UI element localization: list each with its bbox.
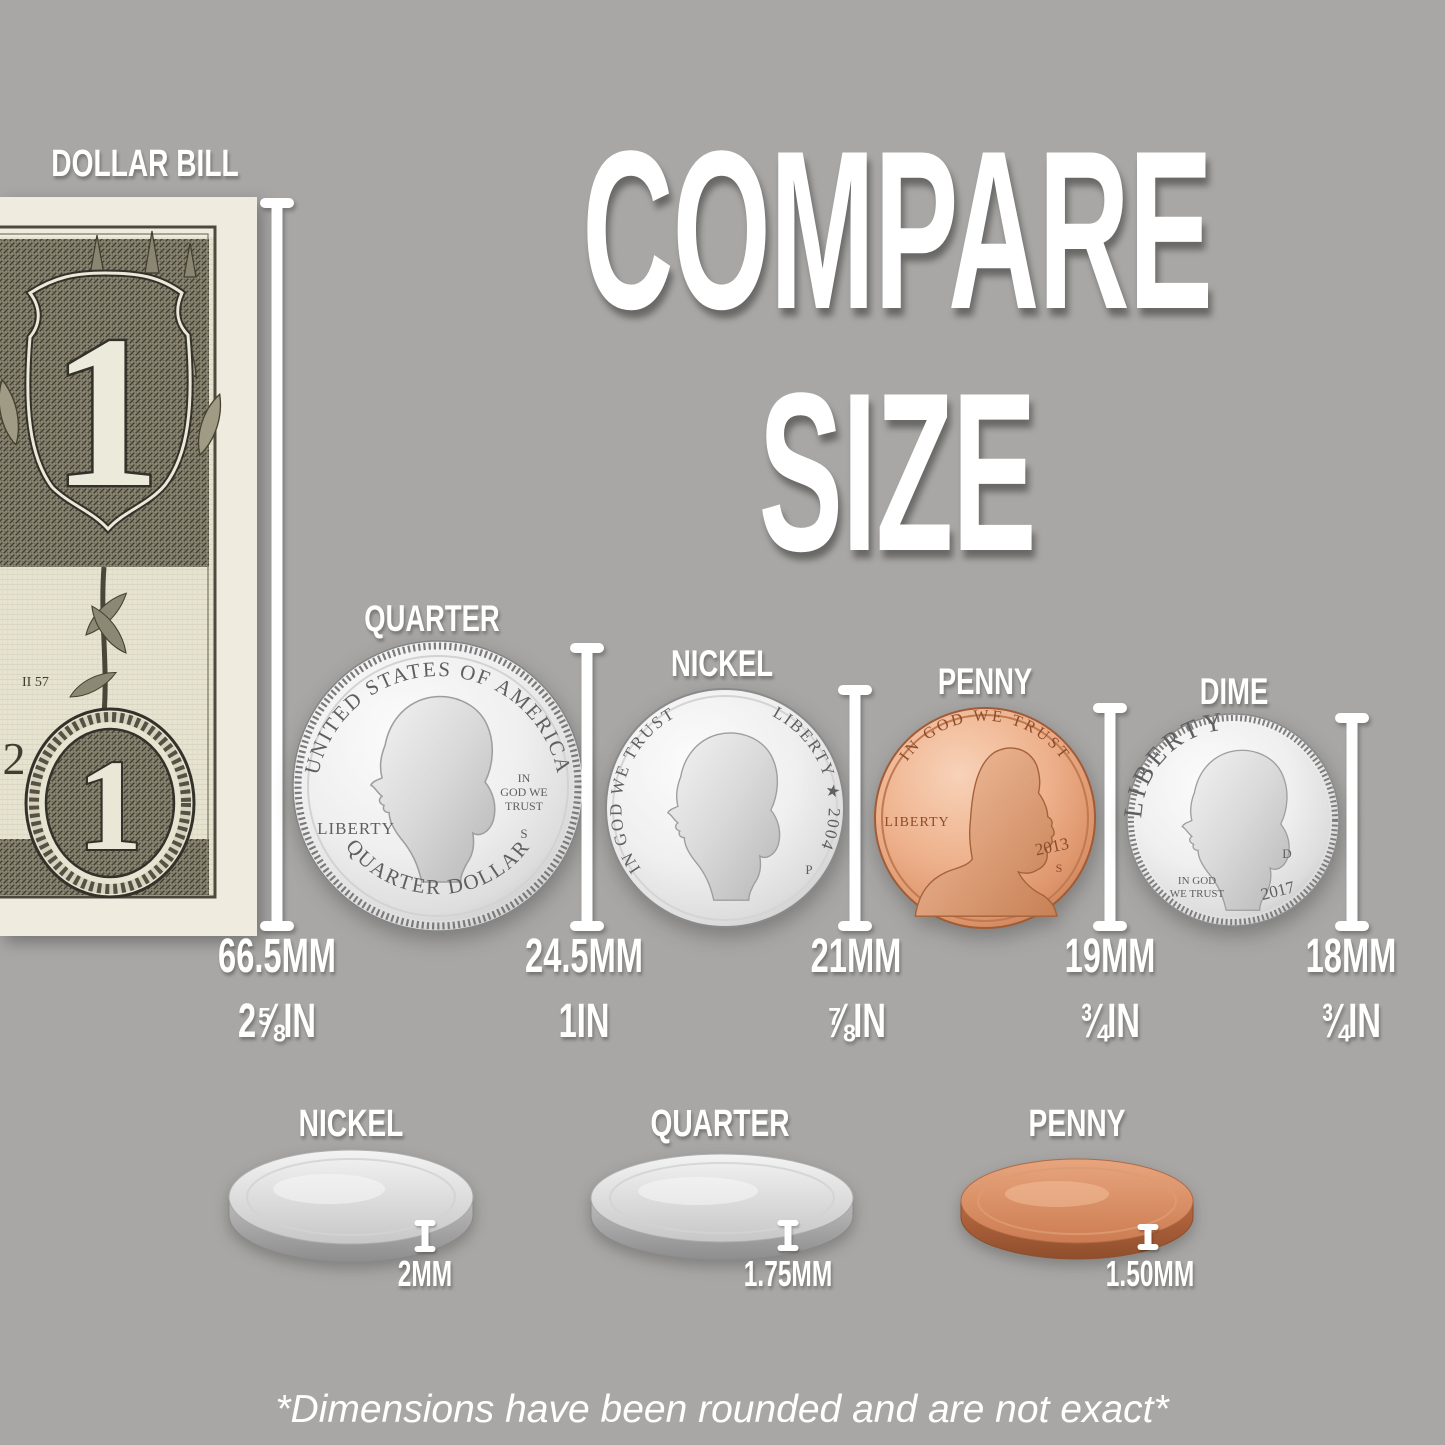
dollar-bill-image: 1 II 57 2 1 [0, 197, 257, 936]
measure-bar-dollar-bill [259, 198, 295, 931]
penny-liberty: LIBERTY [884, 815, 949, 830]
penny-edge-image [960, 1158, 1194, 1260]
thickness-marker-nickel [414, 1220, 436, 1252]
nickel-label: NICKEL [671, 643, 773, 684]
bill-oval-medallion [44, 727, 176, 879]
quarter-mint-mark: S [520, 826, 527, 841]
nickel-coin-image: IN GOD WE TRUST LIBERTY ★ 2004 P [605, 688, 845, 928]
nickel-in-value: ⅞IN [826, 995, 886, 1048]
bill-numeral-small: 2 [3, 733, 26, 784]
quarter-in-value: 1IN [558, 995, 610, 1048]
quarter-reeded-edge [294, 642, 582, 930]
nickel-edge-image [228, 1149, 474, 1263]
penny-thickness-label: PENNY [1028, 1103, 1126, 1145]
nickel-mint-mark: P [805, 862, 812, 877]
nickel-thickness-value: 2MM [397, 1253, 453, 1294]
thickness-marker-penny [1137, 1224, 1159, 1250]
quarter-label: QUARTER [364, 598, 500, 639]
dime-label: DIME [1199, 671, 1269, 712]
penny-coin-image: IN GOD WE TRUST LIBERTY 2013 S [874, 707, 1096, 929]
quarter-motto-line1: IN [518, 771, 531, 785]
penny-in-value: ¾IN [1080, 995, 1140, 1048]
quarter-motto-line2: GOD WE [500, 785, 547, 799]
penny-thickness-value: 1.50MM [1105, 1253, 1195, 1294]
dollar-bill-in-value: 2⅝IN [237, 995, 317, 1048]
thickness-marker-quarter [777, 1220, 799, 1251]
dime-reeded-edge [1128, 715, 1338, 925]
dollar-bill-label: DOLLAR BILL [51, 143, 239, 185]
measure-bar-nickel [837, 685, 873, 931]
quarter-coin-image: UNITED STATES OF AMERICA QUARTER DOLLAR … [292, 640, 584, 932]
dollar-bill-mm-value: 66.5MM [218, 930, 336, 983]
measure-bar-penny [1092, 703, 1128, 931]
quarter-thickness-label: QUARTER [650, 1103, 790, 1145]
dime-motto-line1: IN GOD [1178, 875, 1216, 887]
nickel-mm-value: 21MM [810, 930, 902, 983]
penny-mint-mark: S [1056, 861, 1063, 875]
penny-label: PENNY [937, 661, 1033, 702]
dime-in-value: ¾IN [1321, 995, 1381, 1048]
bill-numeral-large: 1 [52, 292, 161, 533]
quarter-thickness-value: 1.75MM [743, 1253, 833, 1294]
dime-mint-mark: D [1282, 846, 1291, 861]
nickel-thickness-label: NICKEL [298, 1103, 404, 1145]
penny-mm-value: 19MM [1064, 930, 1156, 983]
quarter-mm-value: 24.5MM [525, 930, 643, 983]
dime-motto-line2: WE TRUST [1170, 888, 1225, 900]
dime-coin-image: LIBERTY IN GOD WE TRUST D 2017 [1122, 709, 1340, 927]
measure-bar-quarter [569, 643, 605, 931]
quarter-motto-line3: TRUST [505, 799, 544, 813]
footnote-disclaimer: *Dimensions have been rounded and are no… [275, 1388, 1169, 1431]
quarter-edge-image [590, 1153, 854, 1261]
quarter-liberty: LIBERTY [317, 819, 395, 838]
title-line-1: COMPARE [582, 103, 1213, 356]
bill-numeral-oval: 1 [78, 734, 143, 878]
measure-bar-dime [1334, 713, 1370, 931]
bill-micro-text: II 57 [22, 675, 49, 690]
dime-mm-value: 18MM [1305, 930, 1397, 983]
title-line-2: SIZE [758, 345, 1037, 598]
